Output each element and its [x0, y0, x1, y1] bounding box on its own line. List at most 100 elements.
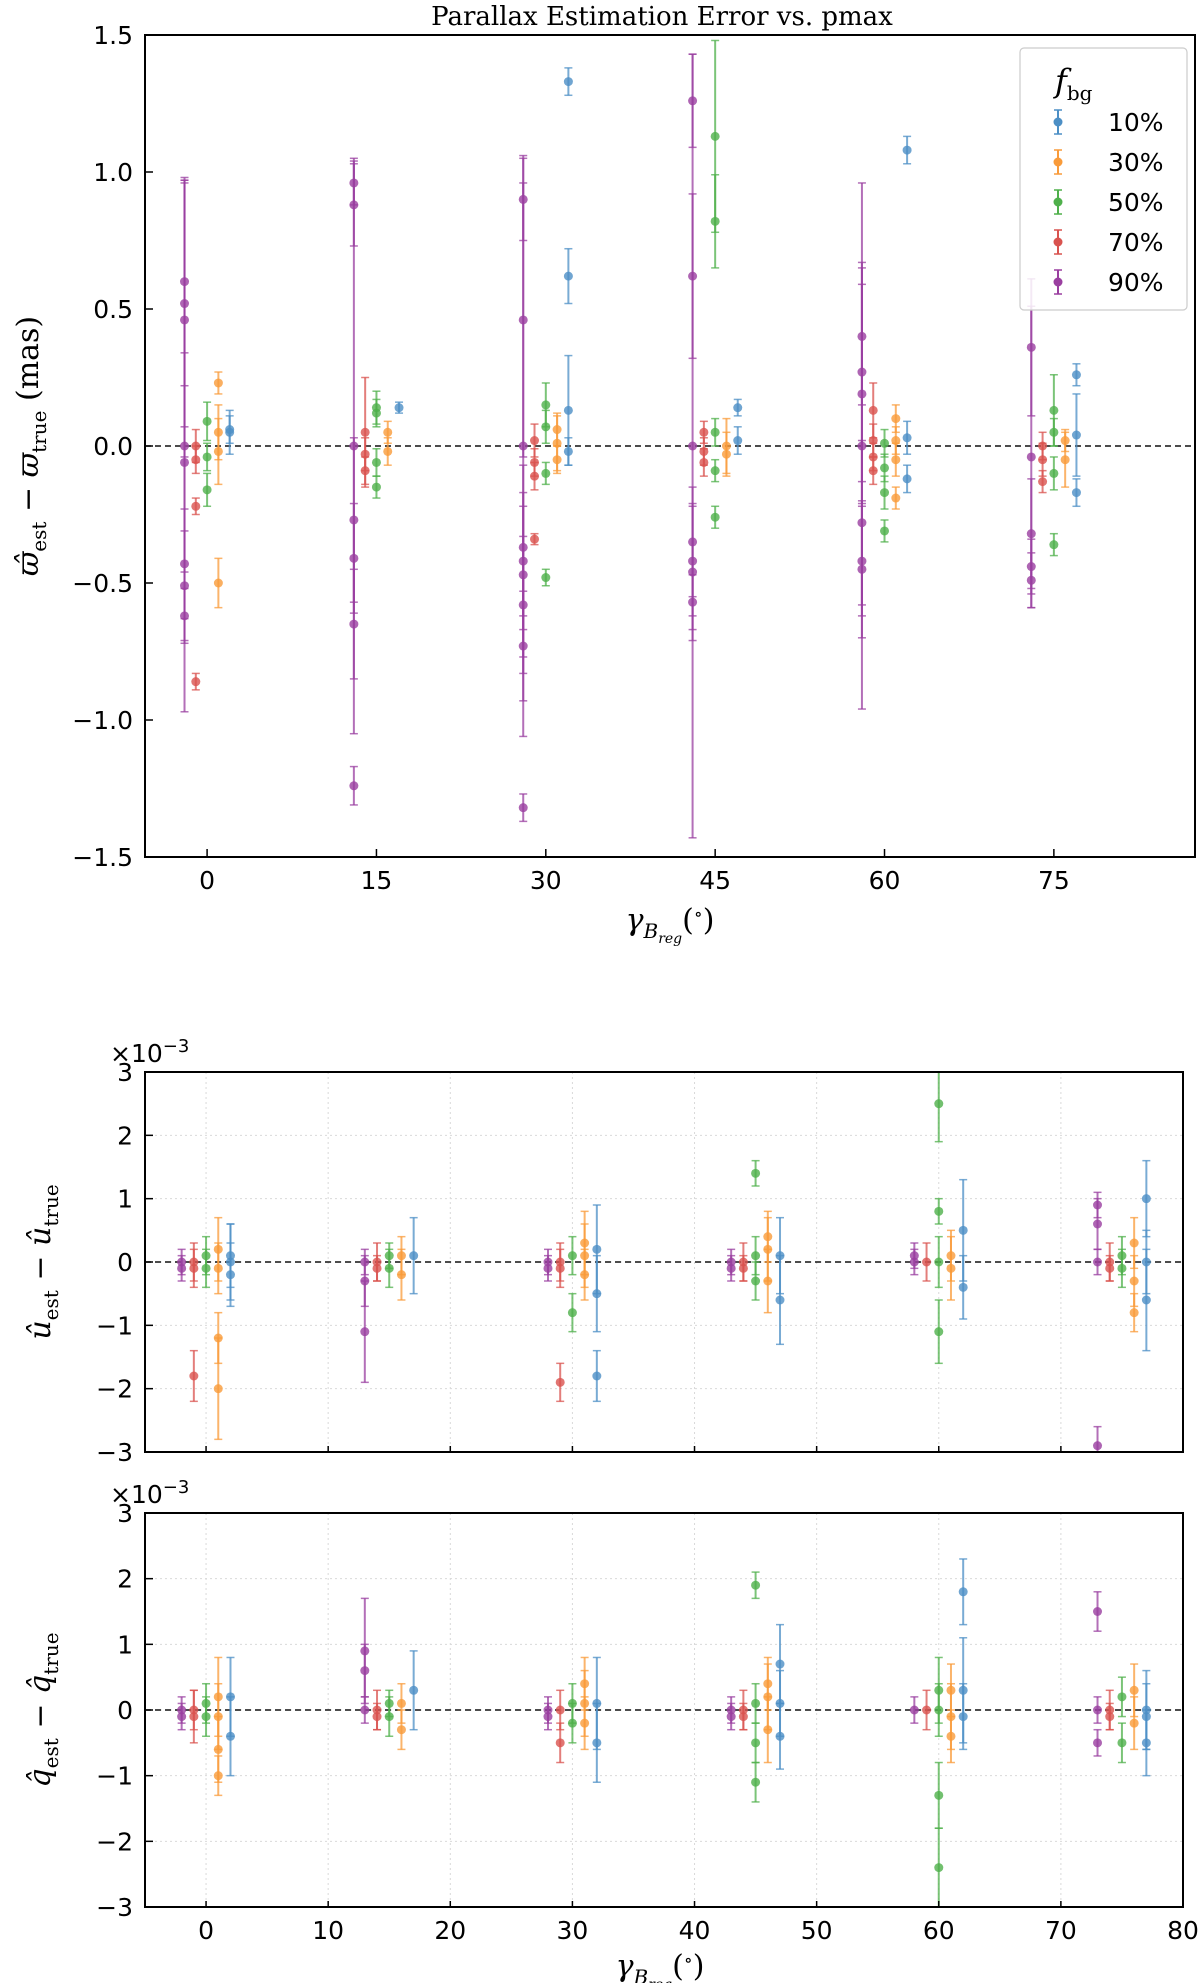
data-point: [909, 1251, 919, 1261]
y-tick-label: 1: [117, 1630, 133, 1659]
legend: fbg 10%30%50%70%90%: [1019, 47, 1188, 311]
y-axis-label: q̂est − q̂true: [23, 1632, 63, 1787]
data-point: [541, 422, 551, 432]
data-point: [563, 405, 573, 415]
data-point: [902, 474, 912, 484]
data-point: [530, 471, 540, 481]
data-point: [384, 1712, 394, 1722]
data-point: [1093, 1257, 1103, 1267]
data-point: [775, 1731, 785, 1741]
data-point: [180, 611, 190, 621]
data-point: [201, 1712, 211, 1722]
data-point: [1129, 1238, 1139, 1248]
data-point: [360, 1705, 370, 1715]
x-tick-label: 30: [557, 1916, 589, 1945]
data-point: [934, 1206, 944, 1216]
data-point: [1117, 1263, 1127, 1273]
data-point: [189, 1371, 199, 1381]
data-point: [349, 619, 359, 629]
data-point: [189, 1712, 199, 1722]
data-point: [530, 534, 540, 544]
y-tick-label: 0: [117, 1696, 133, 1725]
data-point: [1038, 477, 1048, 487]
y-tick-label: 3: [117, 1058, 133, 1087]
data-point: [563, 77, 573, 87]
y-tick-label: −2: [96, 1375, 133, 1404]
x-tick-label: 60: [923, 1916, 955, 1945]
data-point: [1038, 455, 1048, 465]
data-point: [1105, 1263, 1115, 1273]
data-point: [880, 488, 890, 498]
data-point: [891, 455, 901, 465]
legend-label: 90%: [1108, 268, 1164, 297]
data-point: [213, 578, 223, 588]
data-point: [710, 216, 720, 226]
legend-marker: [1053, 117, 1063, 127]
y-tick-label: 0.5: [93, 295, 133, 324]
x-tick-label: 40: [679, 1916, 711, 1945]
data-point: [225, 425, 235, 435]
data-point: [518, 441, 528, 451]
legend-marker: [1053, 157, 1063, 167]
data-point: [1071, 370, 1081, 380]
data-point: [201, 1263, 211, 1273]
data-point: [1129, 1718, 1139, 1728]
y-axis-label: ϖ̂est − ϖtrue (mas): [11, 316, 51, 576]
data-point: [1093, 1738, 1103, 1748]
data-point: [213, 1744, 223, 1754]
data-point: [738, 1263, 748, 1273]
data-point: [751, 1580, 761, 1590]
x-tick-label: 45: [699, 866, 731, 895]
data-point: [580, 1270, 590, 1280]
data-point: [902, 145, 912, 155]
data-point: [592, 1371, 602, 1381]
data-point: [409, 1685, 419, 1695]
data-point: [733, 403, 743, 413]
data-point: [880, 526, 890, 536]
data-point: [567, 1308, 577, 1318]
data-point: [567, 1718, 577, 1728]
y-tick-label: 3: [117, 1499, 133, 1528]
data-point: [180, 457, 190, 467]
data-point: [1026, 529, 1036, 539]
data-point: [580, 1718, 590, 1728]
data-point: [1105, 1712, 1115, 1722]
data-point: [213, 378, 223, 388]
data-point: [225, 1270, 235, 1280]
data-point: [751, 1698, 761, 1708]
y-tick-label: 0: [117, 1248, 133, 1277]
x-tick-label: 20: [434, 1916, 466, 1945]
data-point: [1117, 1692, 1127, 1702]
data-point: [360, 427, 370, 437]
data-point: [710, 512, 720, 522]
data-point: [1129, 1276, 1139, 1286]
y-tick-label: −3: [96, 1893, 133, 1922]
data-point: [751, 1738, 761, 1748]
data-point: [891, 493, 901, 503]
data-point: [191, 501, 201, 511]
data-point: [688, 597, 698, 607]
data-point: [1093, 1441, 1103, 1451]
data-point: [710, 466, 720, 476]
x-tick-label: 0: [199, 866, 215, 895]
data-point: [934, 1327, 944, 1337]
x-tick-label: 75: [1038, 866, 1070, 895]
multiplier-label: ×10−3: [110, 1477, 189, 1509]
data-point: [710, 427, 720, 437]
data-point: [394, 403, 404, 413]
data-point: [202, 416, 212, 426]
y-axis-label: ûest − ûtrue: [23, 1184, 63, 1339]
x-tick-label: 15: [361, 866, 393, 895]
data-point: [592, 1244, 602, 1254]
data-point: [543, 1712, 553, 1722]
data-point: [518, 641, 528, 651]
data-point: [552, 455, 562, 465]
data-point: [1049, 405, 1059, 415]
data-point: [699, 457, 709, 467]
data-point: [922, 1257, 932, 1267]
data-point: [934, 1863, 944, 1873]
data-point: [213, 1384, 223, 1394]
data-point: [349, 781, 359, 791]
data-point: [1026, 575, 1036, 585]
